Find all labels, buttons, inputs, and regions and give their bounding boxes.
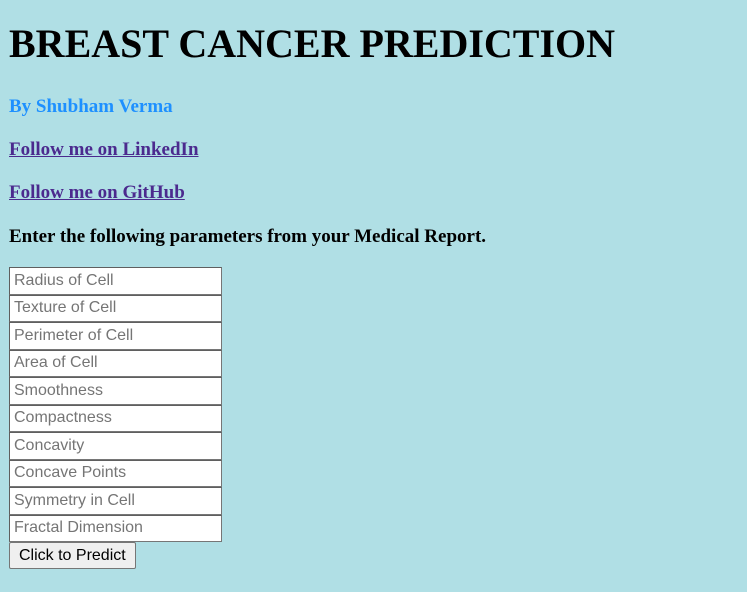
concavity-input[interactable]	[9, 432, 222, 460]
smoothness-input[interactable]	[9, 377, 222, 405]
perimeter-input[interactable]	[9, 322, 222, 350]
author-byline: By Shubham Verma	[9, 96, 173, 117]
github-link[interactable]: Follow me on GitHub	[9, 182, 185, 203]
fractal-dimension-input[interactable]	[9, 514, 222, 542]
instructions-text: Enter the following parameters from your…	[9, 226, 487, 247]
radius-input[interactable]	[9, 267, 222, 295]
compactness-input[interactable]	[9, 404, 222, 432]
symmetry-input[interactable]	[9, 487, 222, 515]
prediction-form: Click to Predict	[9, 267, 223, 569]
area-input[interactable]	[9, 349, 222, 377]
concave-points-input[interactable]	[9, 459, 222, 487]
texture-input[interactable]	[9, 294, 222, 322]
page-title: BREAST CANCER PREDICTION	[9, 21, 616, 66]
linkedin-link[interactable]: Follow me on LinkedIn	[9, 139, 199, 160]
predict-button[interactable]: Click to Predict	[9, 542, 136, 569]
